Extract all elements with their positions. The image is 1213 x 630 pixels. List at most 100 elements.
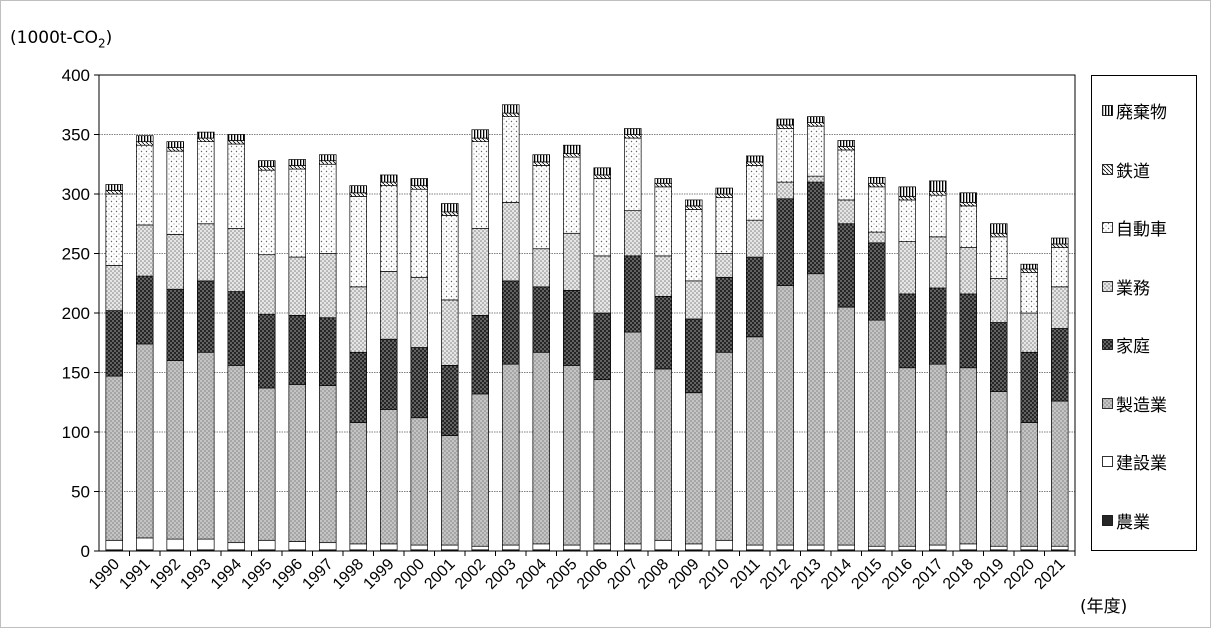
bar-segment-鉄道 [410, 185, 428, 190]
bar-segment-家庭 [624, 255, 642, 333]
bar-segment-自動車 [746, 165, 764, 221]
bar-segment-廃棄物 [380, 174, 398, 183]
bar-segment-廃棄物 [502, 104, 520, 114]
bar-segment-製造業 [715, 351, 733, 541]
bar-segment-家庭 [837, 223, 855, 308]
bar-segment-廃棄物 [685, 199, 703, 207]
bar-segment-建設業 [197, 538, 215, 551]
bar-segment-家庭 [197, 280, 215, 353]
x-tick-label: 2013 [787, 556, 824, 593]
bar-segment-鉄道 [197, 137, 215, 142]
x-tick-label: 2009 [665, 556, 702, 593]
bar-segment-自動車 [166, 150, 184, 235]
x-axis-unit-label: (年度) [1080, 597, 1128, 617]
bar-segment-鉄道 [227, 140, 245, 145]
bar-segment-建設業 [471, 545, 489, 551]
bar-segment-製造業 [502, 363, 520, 546]
bar-segment-鉄道 [349, 192, 367, 197]
bar-segment-製造業 [441, 435, 459, 546]
bar-segment-建設業 [959, 543, 977, 551]
y-tick-label: 150 [62, 364, 90, 383]
bar-segment-製造業 [227, 365, 245, 544]
bar-segment-鉄道 [136, 141, 154, 146]
bar-segment-廃棄物 [990, 223, 1008, 234]
bar-segment-製造業 [685, 392, 703, 545]
bar-segment-鉄道 [319, 160, 337, 165]
bar-segment-自動車 [532, 165, 550, 250]
legend-label: 農業 [1116, 512, 1150, 533]
bar-segment-製造業 [380, 409, 398, 545]
bar-segment-自動車 [898, 199, 916, 242]
bar-segment-自動車 [685, 209, 703, 282]
bar-segment-鉄道 [380, 181, 398, 187]
bar-segment-廃棄物 [197, 131, 215, 139]
bar-segment-鉄道 [624, 134, 642, 139]
bar-segment-製造業 [258, 387, 276, 541]
y-tick-label: 300 [62, 185, 90, 204]
bar-segment-業務 [319, 253, 337, 319]
bar-segment-業務 [1020, 312, 1038, 353]
bar-segment-廃棄物 [227, 134, 245, 141]
bar-segment-鉄道 [990, 232, 1008, 238]
bar-segment-自動車 [410, 188, 428, 278]
legend-label: 製造業 [1116, 395, 1167, 416]
bar-segment-建設業 [410, 544, 428, 551]
bar-segment-鉄道 [105, 190, 123, 195]
bar-segment-業務 [441, 299, 459, 366]
legend-item-業務: 業務 [1102, 274, 1150, 299]
bar-segment-廃棄物 [624, 128, 642, 135]
bar-segment-業務 [471, 228, 489, 316]
x-tick-label: 2007 [604, 556, 641, 593]
x-tick-label: 1996 [269, 556, 306, 593]
bar-segment-廃棄物 [837, 140, 855, 147]
bar-segment-業務 [990, 278, 1008, 323]
bar-segment-製造業 [654, 368, 672, 541]
bar-segment-製造業 [166, 360, 184, 540]
bar-segment-鉄道 [685, 205, 703, 210]
y-tick-label: 50 [71, 483, 90, 502]
axes [94, 74, 1076, 556]
x-tick-label: 2005 [543, 556, 580, 593]
bar-segment-自動車 [471, 141, 489, 229]
bar-segment-業務 [227, 228, 245, 292]
x-tick-label: 2000 [391, 556, 428, 593]
bar-segment-製造業 [105, 375, 123, 541]
bar-segment-鉄道 [593, 174, 611, 179]
bar-segment-業務 [288, 256, 306, 316]
bar-segment-業務 [685, 280, 703, 320]
x-tick-label: 2021 [1031, 556, 1068, 593]
bar-segment-自動車 [807, 125, 825, 177]
legend-swatch [1102, 339, 1113, 350]
bar-segment-鉄道 [868, 182, 886, 188]
legend-label: 自動車 [1116, 220, 1167, 240]
bar-segment-廃棄物 [1020, 263, 1038, 270]
unit-text: (1000t-CO [10, 28, 98, 48]
legend-item-製造業: 製造業 [1102, 391, 1167, 416]
legend-swatch [1102, 222, 1113, 233]
y-tick-label: 250 [62, 245, 90, 264]
bar-segment-自動車 [1051, 247, 1069, 288]
bar-segment-製造業 [410, 417, 428, 546]
bar-segment-鉄道 [1051, 243, 1069, 248]
unit-close: ) [105, 28, 113, 48]
legend-label: 建設業 [1116, 454, 1167, 474]
bar-segment-廃棄物 [929, 180, 947, 192]
bar-segment-廃棄物 [471, 129, 489, 139]
bar-segment-廃棄物 [898, 186, 916, 197]
bar-segment-自動車 [288, 168, 306, 258]
bar-segment-業務 [380, 271, 398, 340]
legend-item-自動車: 自動車 [1102, 215, 1167, 240]
bar-segment-業務 [1051, 286, 1069, 329]
bar-segment-自動車 [959, 205, 977, 248]
bar-segment-家庭 [532, 286, 550, 353]
y-tick-label: 100 [62, 423, 90, 442]
y-tick-label: 350 [62, 126, 90, 145]
bar-segment-自動車 [563, 156, 581, 234]
unit-subscript: 2 [97, 36, 106, 51]
bar-segment-家庭 [1020, 351, 1038, 423]
bar-segment-鉄道 [715, 193, 733, 198]
bar-segment-製造業 [990, 391, 1008, 547]
bar-segment-家庭 [319, 317, 337, 386]
bar-segment-自動車 [441, 215, 459, 301]
